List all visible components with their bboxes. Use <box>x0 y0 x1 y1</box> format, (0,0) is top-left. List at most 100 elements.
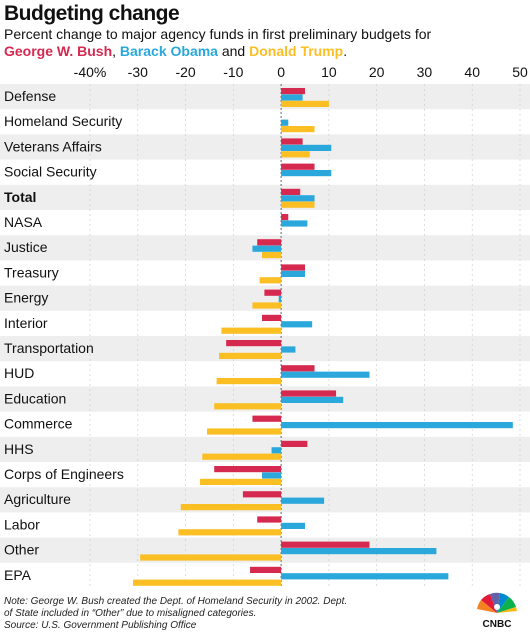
bar-trump <box>178 529 282 536</box>
bar-obama <box>281 119 289 126</box>
category-label: Commerce <box>4 416 73 432</box>
category-label: Defense <box>4 88 56 104</box>
category-label: Treasury <box>4 264 59 280</box>
category-label: Transportation <box>4 340 94 356</box>
category-label: Corps of Engineers <box>4 466 124 482</box>
x-tick-label: 40 <box>464 64 480 80</box>
chart-title: Budgeting change <box>4 2 180 25</box>
bar-obama <box>281 346 296 353</box>
bar-bush <box>281 365 315 372</box>
bar-bush <box>252 415 282 422</box>
bar-trump <box>281 100 329 107</box>
bar-bush <box>262 314 282 321</box>
legend-obama: Barack Obama <box>119 43 218 59</box>
bar-obama <box>281 321 313 328</box>
category-label: HUD <box>4 365 34 381</box>
bar-bush <box>214 466 282 473</box>
x-tick-label: 30 <box>417 64 433 80</box>
legend-and: and <box>221 43 246 59</box>
bar-obama <box>281 522 305 529</box>
bar-obama <box>281 220 308 227</box>
bar-chart: -40% -30 -20 -10 0 10 20 30 40 50 Defense Homeland … <box>0 64 530 588</box>
bar-trump <box>202 453 282 460</box>
bar-bush <box>281 440 308 447</box>
category-label: Social Security <box>4 164 97 180</box>
bar-obama <box>281 396 344 403</box>
note-line-2: of State included in “Other” due to misa… <box>4 608 257 619</box>
legend-comma: , <box>112 43 117 59</box>
x-tick-label: -20 <box>175 64 195 80</box>
bar-trump <box>252 302 282 309</box>
bar-trump <box>207 428 282 435</box>
bar-obama <box>278 296 282 303</box>
x-tick-label: 10 <box>321 64 337 80</box>
bar-trump <box>281 126 315 133</box>
note-line-1: Note: George W. Bush created the Dept. o… <box>4 596 348 607</box>
subtitle-text: Percent change to major agency funds in … <box>4 26 432 42</box>
legend-period: . <box>343 43 348 59</box>
bar-obama <box>262 472 282 479</box>
x-tick-label: -30 <box>128 64 148 80</box>
legend-bush: George W. Bush <box>4 43 113 59</box>
bar-trump <box>214 403 282 410</box>
bar-bush <box>281 264 305 271</box>
category-label: Agriculture <box>4 491 71 507</box>
bar-trump <box>281 201 315 208</box>
bar-bush <box>281 390 337 397</box>
cnbc-logo: CNBC <box>477 592 517 629</box>
x-tick-label: 0 <box>277 64 285 80</box>
bar-obama <box>281 270 305 277</box>
bar-obama <box>271 447 282 454</box>
bar-trump <box>259 277 282 284</box>
bar-obama <box>281 94 303 101</box>
bar-bush <box>242 491 282 498</box>
bar-bush <box>226 340 282 347</box>
category-label: Total <box>4 189 36 205</box>
bar-bush <box>281 138 303 145</box>
row-stripe <box>0 84 530 110</box>
bar-trump <box>219 352 282 359</box>
bar-obama <box>252 245 282 252</box>
bar-trump <box>199 478 282 485</box>
bar-bush <box>281 163 315 170</box>
x-tick-label: -10 <box>223 64 243 80</box>
bar-bush <box>281 188 301 195</box>
category-label: Justice <box>4 239 48 255</box>
bar-obama <box>281 144 332 151</box>
bar-trump <box>281 151 310 158</box>
source-text: Source: U.S. Government Publishing Offic… <box>4 620 197 631</box>
bar-bush <box>257 239 282 246</box>
category-label: NASA <box>4 214 43 230</box>
category-label: Interior <box>4 315 48 331</box>
bar-obama <box>281 497 325 504</box>
bar-bush <box>281 88 305 95</box>
logo-text: CNBC <box>483 619 512 629</box>
chart-subtitle: Percent change to major agency funds in … <box>4 26 524 60</box>
bar-bush <box>281 214 289 221</box>
category-label: Homeland Security <box>4 113 122 129</box>
bar-bush <box>264 289 282 296</box>
category-label: Energy <box>4 290 48 306</box>
bar-obama <box>281 422 513 429</box>
row-stripe <box>0 184 530 210</box>
category-label: Veterans Affairs <box>4 138 102 154</box>
bar-trump <box>133 579 282 586</box>
category-label: Education <box>4 390 66 406</box>
bar-bush <box>281 541 370 548</box>
x-tick-label: 20 <box>369 64 385 80</box>
bar-trump <box>262 252 282 259</box>
x-tick-label: -40% <box>74 64 107 80</box>
category-label: HHS <box>4 441 34 457</box>
category-label: EPA <box>4 567 32 583</box>
bar-trump <box>180 504 282 511</box>
bar-trump <box>140 554 282 561</box>
bar-trump <box>221 327 282 334</box>
x-tick-label: 50 <box>512 64 528 80</box>
bar-bush <box>257 516 282 523</box>
bar-obama <box>281 170 332 177</box>
bar-trump <box>216 378 282 385</box>
legend-trump: Donald Trump <box>249 43 344 59</box>
bar-obama <box>281 371 370 378</box>
row-stripe <box>0 134 530 160</box>
bar-bush <box>250 566 282 573</box>
